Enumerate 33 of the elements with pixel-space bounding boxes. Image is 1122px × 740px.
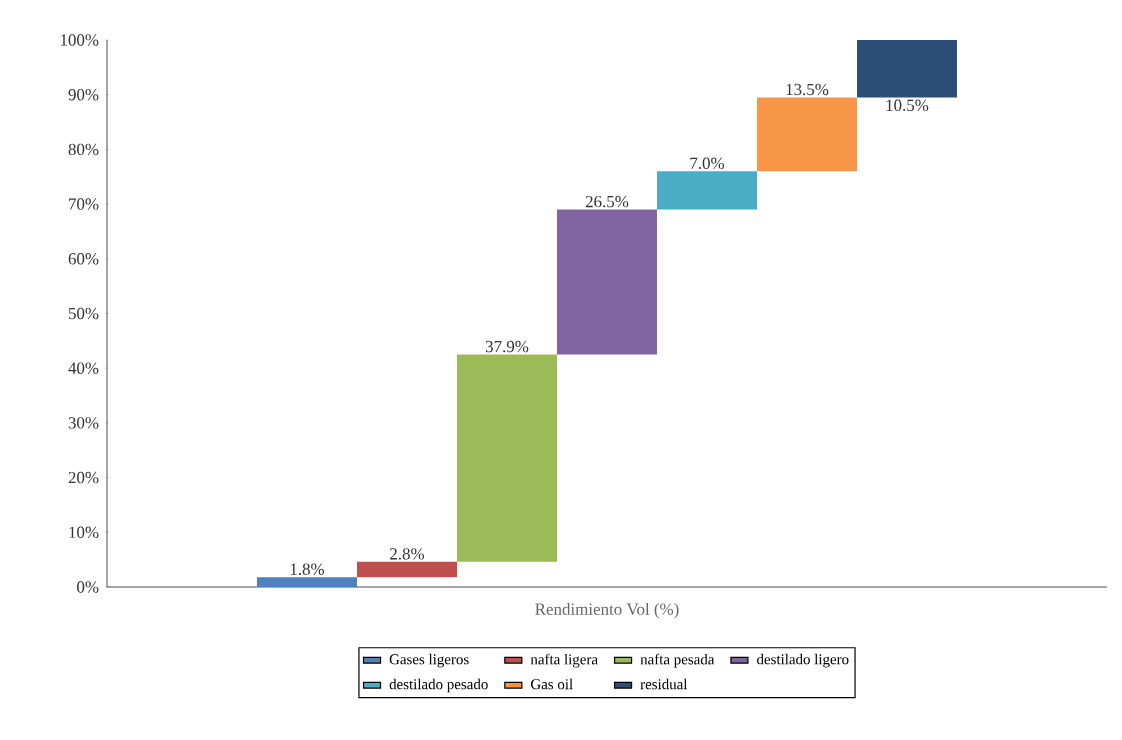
y-tick-label: 60% xyxy=(68,253,99,265)
legend-label: nafta ligera xyxy=(530,653,598,668)
data-label: 26.5% xyxy=(585,195,629,208)
y-tick-label: 0% xyxy=(77,581,99,593)
bar xyxy=(557,209,657,355)
y-tick-label: 100% xyxy=(61,34,99,46)
data-label: 10.5% xyxy=(886,99,929,112)
y-tick-label: 30% xyxy=(68,417,99,429)
data-label: 37.9% xyxy=(485,340,529,353)
y-tick-label: 40% xyxy=(68,362,99,374)
y-tick-label: 50% xyxy=(68,307,99,320)
legend-label: Gas oil xyxy=(531,678,573,690)
data-label: 7.0% xyxy=(690,157,725,170)
bar xyxy=(656,171,757,210)
legend-label: Gases ligeros xyxy=(389,653,469,668)
bar xyxy=(856,39,957,98)
data-label: 1.8% xyxy=(290,563,325,575)
y-tick-label: 80% xyxy=(68,143,99,156)
y-tick-label: 10% xyxy=(69,526,99,539)
data-label: 2.8% xyxy=(390,548,425,560)
x-tick-label: Rendimiento Vol (%) xyxy=(535,602,679,619)
bar xyxy=(756,97,857,172)
legend-label: residual xyxy=(640,678,688,690)
bar xyxy=(457,354,557,562)
legend-label: nafta pesada xyxy=(640,653,715,668)
data-label: 13.5% xyxy=(786,83,829,96)
legend-label: destilado ligero xyxy=(757,653,849,668)
legend-label: destilado pesado xyxy=(389,678,488,693)
bar xyxy=(257,577,357,587)
bar xyxy=(357,561,457,578)
y-tick-label: 70% xyxy=(69,198,99,210)
y-tick-label: 90% xyxy=(68,88,99,101)
y-tick-label: 20% xyxy=(68,471,99,484)
